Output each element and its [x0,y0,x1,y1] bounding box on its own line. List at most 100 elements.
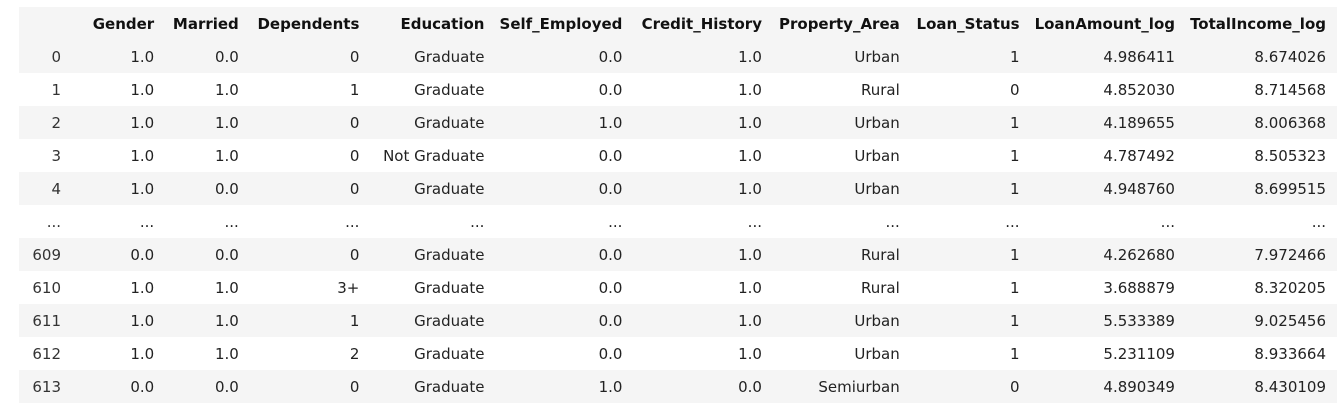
table-cell: Rural [772,238,911,271]
table-cell: Graduate [370,337,496,370]
table-cell: 1.0 [165,139,250,172]
table-cell: 4.189655 [1030,106,1186,139]
row-index: 610 [19,271,72,304]
table-cell: 8.430109 [1185,370,1337,403]
table-cell: Not Graduate [370,139,496,172]
column-header: Credit_History [633,7,773,40]
row-index: 1 [19,73,72,106]
table-cell: 8.933664 [1185,337,1337,370]
table-cell: 1 [249,304,371,337]
table-cell: 1.0 [72,106,166,139]
table-cell: ... [772,205,911,238]
table-cell: ... [165,205,250,238]
table-cell: 1.0 [165,337,250,370]
table-cell: 1 [910,271,1031,304]
table-cell: 0.0 [495,40,634,73]
table-cell: 8.714568 [1185,73,1337,106]
table-cell: 4.890349 [1030,370,1186,403]
table-row: 610 1.0 1.0 3+ Graduate 0.0 1.0 Rural 1 3.688879 8… [19,271,1337,304]
dataframe-table: Gender Married Dependents Education Self_Emp… [19,7,1337,403]
table-cell: 1 [910,40,1031,73]
table-cell: 1.0 [633,172,773,205]
row-index: 2 [19,106,72,139]
table-cell: 9.025456 [1185,304,1337,337]
table-cell: 0 [249,370,371,403]
table-cell: 1.0 [165,271,250,304]
table-row: 609 0.0 0.0 0 Graduate 0.0 1.0 Rural 1 4.262680 7.… [19,238,1337,271]
column-header: Self_Employed [495,7,634,40]
table-cell: 0 [249,139,371,172]
table-cell: ... [1030,205,1186,238]
table-cell: 4.986411 [1030,40,1186,73]
dataframe-container: Gender Married Dependents Education Self_Emp… [19,7,1337,403]
row-index: 4 [19,172,72,205]
column-header: Education [370,7,496,40]
table-cell: 2 [249,337,371,370]
table-row: 612 1.0 1.0 2 Graduate 0.0 1.0 Urban 1 5.231109 8.… [19,337,1337,370]
table-cell: 0.0 [495,139,634,172]
row-index: 611 [19,304,72,337]
table-cell: 1.0 [633,106,773,139]
table-cell: 0.0 [495,73,634,106]
table-cell: ... [249,205,371,238]
table-cell: 0 [249,40,371,73]
table-cell: 8.320205 [1185,271,1337,304]
table-cell: 1.0 [72,304,166,337]
table-cell: 0.0 [165,370,250,403]
table-cell: Rural [772,271,911,304]
table-cell: Urban [772,337,911,370]
table-cell: 1.0 [72,172,166,205]
table-row: 3 1.0 1.0 0 Not Graduate 0.0 1.0 Urban 1 4.787492… [19,139,1337,172]
table-cell: 0.0 [72,238,166,271]
table-cell: 3+ [249,271,371,304]
table-cell: 1.0 [165,73,250,106]
table-cell: 0.0 [165,40,250,73]
table-cell: 1 [249,73,371,106]
table-cell: Urban [772,139,911,172]
table-cell: Graduate [370,238,496,271]
table-cell: Urban [772,106,911,139]
table-cell: 0.0 [495,271,634,304]
table-cell: Graduate [370,73,496,106]
table-body: 0 1.0 0.0 0 Graduate 0.0 1.0 Urban 1 4.986411 8.67… [19,40,1337,403]
table-cell: 8.699515 [1185,172,1337,205]
column-header: Gender [72,7,166,40]
table-cell: 4.262680 [1030,238,1186,271]
table-row: 1 1.0 1.0 1 Graduate 0.0 1.0 Rural 0 4.852030 8.71… [19,73,1337,106]
table-cell: Graduate [370,40,496,73]
table-cell: ... [495,205,634,238]
index-column-header [19,7,72,40]
table-cell: 1 [910,139,1031,172]
table-cell: 1.0 [495,370,634,403]
table-cell: 5.231109 [1030,337,1186,370]
table-cell: Graduate [370,172,496,205]
row-index: 3 [19,139,72,172]
table-cell: Graduate [370,304,496,337]
table-row: 4 1.0 0.0 0 Graduate 0.0 1.0 Urban 1 4.948760 8.69… [19,172,1337,205]
table-cell: 4.787492 [1030,139,1186,172]
table-cell: 1 [910,304,1031,337]
table-cell: Urban [772,172,911,205]
table-cell: Semiurban [772,370,911,403]
table-cell: 7.972466 [1185,238,1337,271]
table-cell: 0.0 [495,172,634,205]
table-cell: 0.0 [72,370,166,403]
row-index: 0 [19,40,72,73]
table-cell: ... [633,205,773,238]
table-cell: 0 [910,73,1031,106]
table-cell: 4.948760 [1030,172,1186,205]
table-cell: ... [370,205,496,238]
table-cell: 1.0 [633,73,773,106]
column-header: LoanAmount_log [1030,7,1186,40]
table-cell: 1.0 [72,73,166,106]
table-cell: 0 [249,106,371,139]
table-cell: 0 [249,172,371,205]
header-row: Gender Married Dependents Education Self_Emp… [19,7,1337,40]
table-cell: 0.0 [165,238,250,271]
table-cell: 5.533389 [1030,304,1186,337]
table-cell: 1.0 [72,139,166,172]
table-row: 2 1.0 1.0 0 Graduate 1.0 1.0 Urban 1 4.189655 8.00… [19,106,1337,139]
table-cell: 0.0 [633,370,773,403]
table-cell: 1 [910,106,1031,139]
table-cell: 1.0 [165,304,250,337]
